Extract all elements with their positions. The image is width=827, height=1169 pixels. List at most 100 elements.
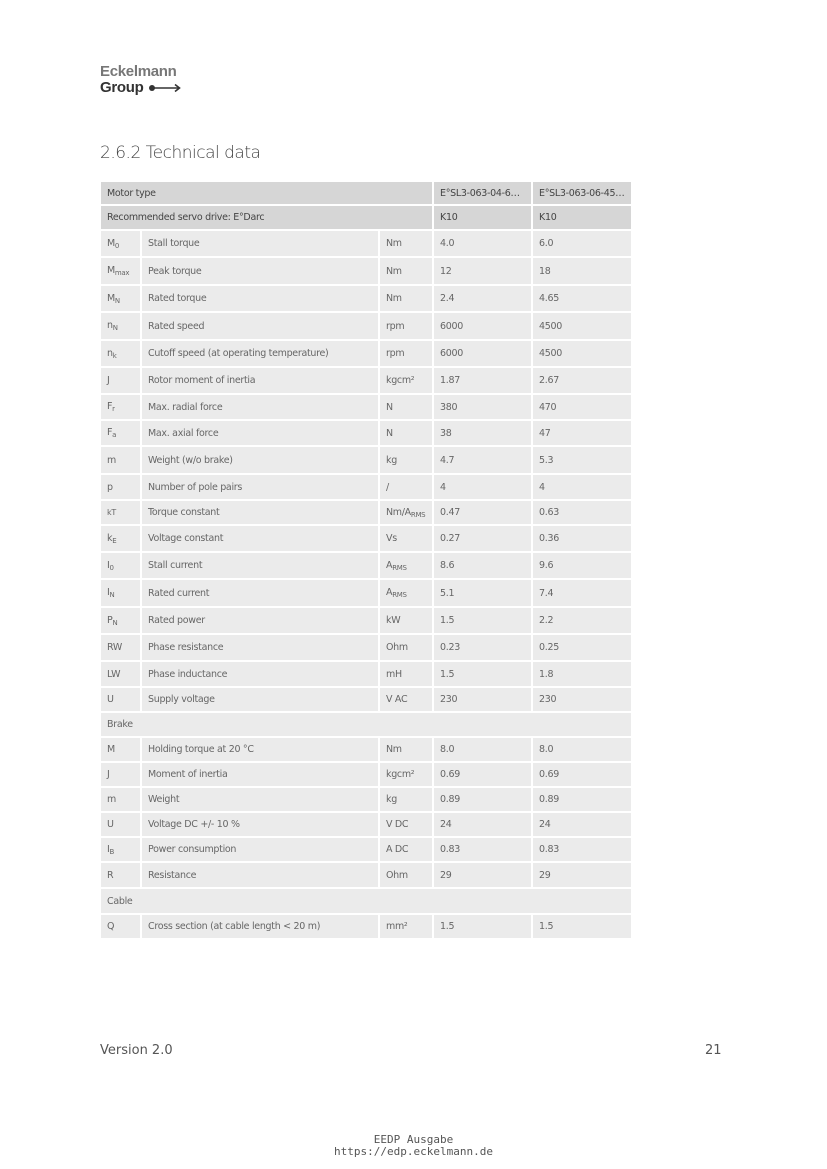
symbol: kT (107, 508, 116, 517)
table-row: Fr Max. radial force N 380 470 (99, 393, 634, 421)
symbol-subscript: N (109, 591, 115, 599)
section-row: Brake (98, 711, 634, 738)
symbol-cell: Q (99, 913, 142, 940)
section-label: Cable (98, 887, 634, 915)
description-cell: Holding torque at 20 °C (140, 736, 380, 763)
table-row: kT Torque constant Nm/ARMS 0.47 0.63 (99, 499, 634, 526)
page-number: 21 (705, 1043, 722, 1058)
value-2-cell: 470 (531, 393, 634, 421)
value-2-cell: 24 (531, 811, 634, 838)
value-2-cell: 2.67 (531, 366, 634, 395)
table-row: MN Rated torque Nm 2.4 4.65 (99, 284, 634, 313)
symbol: R (107, 869, 114, 881)
value-1-cell: 0.89 (432, 786, 534, 813)
description-cell: Phase resistance (140, 633, 380, 662)
value-1-cell: 38 (432, 419, 534, 447)
table-row: Fa Max. axial force N 38 47 (99, 419, 634, 447)
table-row: U Voltage DC +/- 10 % V DC 24 24 (99, 811, 634, 838)
value-1-cell: 1.5 (432, 606, 534, 635)
description-cell: Max. axial force (140, 419, 380, 447)
unit: / (386, 481, 389, 493)
unit: rpm (386, 320, 405, 332)
table-row: nN Rated speed rpm 6000 4500 (99, 311, 634, 341)
value-2-cell: 4500 (531, 311, 634, 341)
value-2-cell: 0.63 (531, 499, 634, 526)
unit-cell: kg (377, 786, 435, 813)
symbol-subscript: N (112, 324, 118, 332)
unit: Ohm (386, 642, 408, 653)
unit-cell: Vs (377, 524, 435, 553)
value-2-cell: 0.83 (531, 836, 634, 863)
symbol-cell: J (99, 366, 142, 395)
description-cell: Phase inductance (140, 660, 380, 688)
description-cell: Rated current (140, 578, 380, 608)
table-row: U Supply voltage V AC 230 230 (99, 686, 634, 713)
symbol: J (107, 375, 110, 386)
description-cell: Supply voltage (140, 686, 380, 713)
unit-cell: ARMS (377, 578, 435, 608)
stamp-line2: https://edp.eckelmann.de (334, 1145, 493, 1158)
unit-cell: mm² (377, 913, 435, 940)
unit-cell: V DC (377, 811, 435, 838)
symbol: M (107, 744, 115, 755)
description-cell: Power consumption (140, 836, 380, 863)
logo-line2-wrap: Group (100, 80, 182, 96)
value-2-cell: 1.5 (531, 913, 634, 940)
symbol-cell: Fa (99, 419, 142, 447)
value-1-cell: 6000 (432, 311, 534, 341)
value-2-cell: 2.2 (531, 606, 634, 635)
unit: Nm (386, 265, 402, 277)
description-cell: Number of pole pairs (140, 473, 380, 501)
value-2-cell: 0.69 (531, 761, 634, 788)
symbol-cell: M (99, 736, 142, 763)
value-2-cell: 0.89 (531, 786, 634, 813)
symbol-cell: IN (99, 578, 142, 608)
table-row: M0 Stall torque Nm 4.0 6.0 (99, 229, 634, 258)
symbol-subscript: a (112, 431, 117, 439)
value-1-cell: 1.87 (432, 366, 534, 395)
symbol: J (107, 769, 110, 780)
unit-cell: ARMS (377, 551, 435, 580)
unit: Nm/A (386, 506, 411, 518)
unit: V DC (386, 819, 409, 830)
table-row: J Rotor moment of inertia kgcm² 1.87 2.67 (99, 366, 634, 395)
unit: N (386, 401, 393, 413)
symbol: U (107, 694, 114, 705)
symbol-cell: p (99, 473, 142, 501)
value-1-cell: 6000 (432, 339, 534, 368)
unit-subscript: RMS (392, 591, 407, 599)
symbol-cell: I0 (99, 551, 142, 580)
description-cell: Torque constant (140, 499, 380, 526)
table-row: nk Cutoff speed (at operating temperature… (99, 339, 634, 368)
symbol-subscript: N (112, 618, 118, 627)
description-cell: Cross section (at cable length < 20 m) (140, 913, 380, 940)
unit: Vs (386, 533, 397, 544)
header-value-1: E°SL3-063-04-60… (432, 180, 534, 206)
technical-data-table: Motor type E°SL3-063-04-60… E°SL3-063-06-4… (98, 180, 634, 940)
unit-cell: Nm (377, 284, 435, 313)
unit: kg (386, 794, 397, 805)
description-cell: Stall torque (140, 229, 380, 258)
description-cell: Rated torque (140, 284, 380, 313)
table-row: p Number of pole pairs / 4 4 (99, 473, 634, 501)
value-1-cell: 0.69 (432, 761, 534, 788)
value-2-cell: 47 (531, 419, 634, 447)
table-row: RW Phase resistance Ohm 0.23 0.25 (99, 633, 634, 662)
value-1-cell: 0.23 (432, 633, 534, 662)
unit: kgcm² (386, 769, 415, 780)
value-2-cell: 230 (531, 686, 634, 713)
symbol-cell: m (99, 786, 142, 813)
unit: rpm (386, 348, 405, 359)
symbol: RW (107, 642, 123, 653)
value-2-cell: 0.25 (531, 633, 634, 662)
symbol-cell: U (99, 686, 142, 713)
symbol-cell: kT (99, 499, 142, 526)
unit-subscript: RMS (410, 510, 426, 519)
symbol-subscript: r (112, 405, 115, 413)
unit-cell: Nm/ARMS (377, 499, 435, 526)
description-cell: Voltage DC +/- 10 % (140, 811, 380, 838)
unit-cell: kgcm² (377, 366, 435, 395)
description-cell: Peak torque (140, 256, 380, 286)
header-value-2: K10 (531, 204, 634, 231)
edp-stamp: EEDP Ausgabe https://edp.eckelmann.de (0, 1134, 827, 1158)
